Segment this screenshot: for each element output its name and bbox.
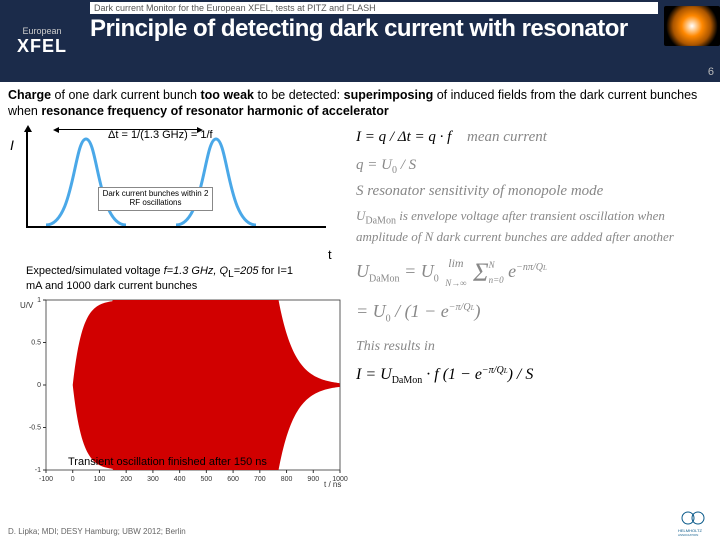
svg-text:1: 1 — [37, 297, 41, 304]
formula-final: I = UDaMon · f (1 − e−π/QL) / S — [356, 362, 688, 389]
header-thumbnail — [664, 6, 720, 46]
header-right: 6 — [664, 0, 720, 82]
svg-text:0: 0 — [37, 382, 41, 389]
i-axis-label: I — [10, 137, 14, 153]
svg-text:700: 700 — [254, 476, 266, 483]
svg-text:0: 0 — [71, 476, 75, 483]
caption-qval: =205 — [234, 265, 259, 277]
bunch-annotation: Dark current bunches within 2 RF oscilla… — [98, 187, 213, 211]
slide-header: European XFEL Dark current Monitor for t… — [0, 0, 720, 82]
voltage-chart: -10001002003004005006007008009001000-1-0… — [8, 294, 348, 490]
page-number: 6 — [708, 66, 714, 78]
formula-limit-sum: UDaMon = U0 limN→∞ ΣNn=0 e−nπ/QL — [356, 252, 688, 294]
svg-text:200: 200 — [120, 476, 132, 483]
caption-pre: Expected/simulated voltage — [26, 265, 164, 277]
svg-text:800: 800 — [281, 476, 293, 483]
bunch-chart: I Δt = 1/(1.3 GHz) = 1/f Dark current bu… — [8, 131, 328, 241]
svg-text:400: 400 — [174, 476, 186, 483]
logo-main: XFEL — [17, 36, 67, 57]
svg-text:ASSOCIATION: ASSOCIATION — [678, 533, 698, 536]
svg-text:0.5: 0.5 — [31, 340, 41, 347]
svg-text:U/V: U/V — [20, 301, 34, 310]
svg-text:100: 100 — [94, 476, 106, 483]
svg-text:-0.5: -0.5 — [29, 425, 41, 432]
slide-title: Principle of detecting dark current with… — [90, 16, 658, 42]
footer-text: D. Lipka; MDI; DESY Hamburg; UBW 2012; B… — [8, 527, 186, 536]
svg-text:300: 300 — [147, 476, 159, 483]
formula-sensitivity: q = U0 / S S resonator sensitivity of mo… — [356, 153, 688, 203]
helmholtz-logo-icon: HELMHOLTZ ASSOCIATION — [678, 510, 712, 536]
svg-text:-100: -100 — [39, 476, 53, 483]
caption-f: f=1.3 GHz, Q — [164, 265, 229, 277]
bunch-pulses — [26, 131, 326, 226]
logo-top: European — [22, 26, 61, 36]
intro-text: Charge of one dark current bunch too wea… — [0, 82, 720, 121]
formula-mean-current: I = q / Δt = q · f mean current — [356, 125, 688, 149]
svg-text:500: 500 — [201, 476, 213, 483]
left-column: I Δt = 1/(1.3 GHz) = 1/f Dark current bu… — [8, 121, 348, 490]
formula-envelope-desc: UDaMon is envelope voltage after transie… — [356, 207, 688, 246]
svg-text:900: 900 — [307, 476, 319, 483]
title-area: Dark current Monitor for the European XF… — [84, 0, 664, 82]
svg-text:t / ns: t / ns — [324, 480, 341, 489]
simulation-caption: Expected/simulated voltage f=1.3 GHz, QL… — [8, 259, 308, 294]
dt-span-arrow — [58, 129, 198, 130]
x-axis — [26, 226, 326, 228]
formula-closed-form: = U0 / (1 − e−π/QL) — [356, 297, 688, 328]
header-subtitle: Dark current Monitor for the European XF… — [90, 2, 658, 14]
xfel-logo: European XFEL — [0, 0, 84, 82]
t-axis-label: t — [328, 247, 332, 262]
right-column: I = q / Δt = q · f mean current q = U0 /… — [348, 121, 688, 490]
content-area: I Δt = 1/(1.3 GHz) = 1/f Dark current bu… — [0, 121, 720, 490]
svg-text:-1: -1 — [35, 467, 41, 474]
svg-text:600: 600 — [227, 476, 239, 483]
transient-label: Transient oscillation finished after 150… — [68, 456, 267, 468]
formula-results-in: This results in — [356, 336, 688, 358]
